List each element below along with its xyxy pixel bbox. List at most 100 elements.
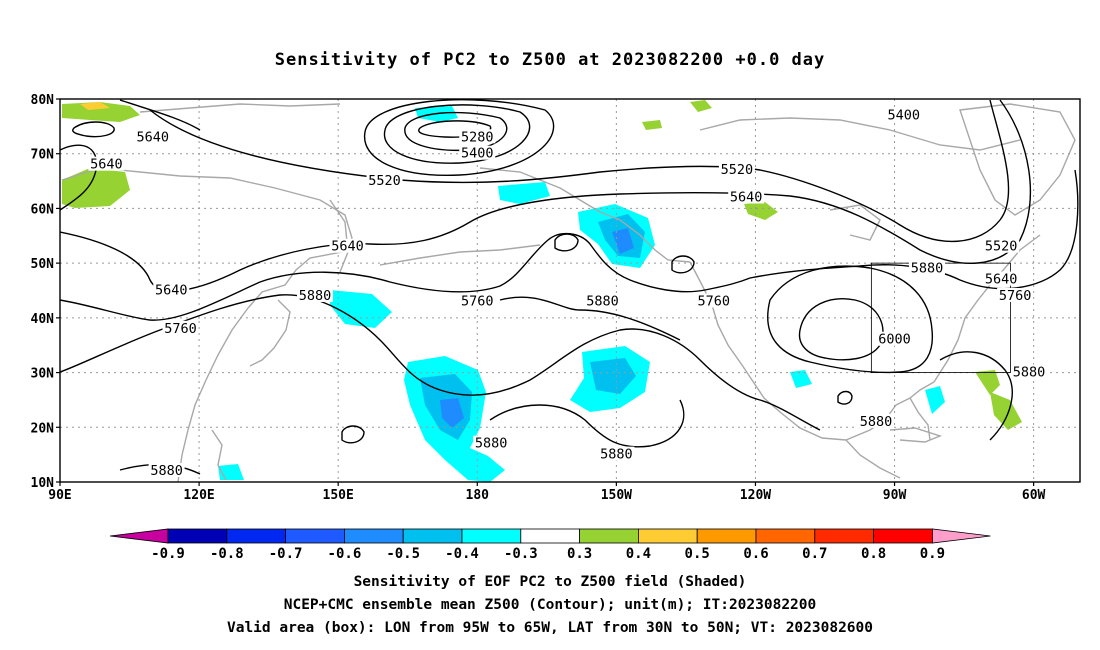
footer-line-3: Valid area (box): LON from 95W to 65W, L… <box>226 620 873 636</box>
positive-patch <box>744 202 778 220</box>
contour-label: 5880 <box>1011 364 1047 381</box>
contour-label-bg <box>695 293 732 308</box>
contour-label: 5880 <box>473 435 510 452</box>
contour-label-bg <box>134 129 171 144</box>
contour-label: 5640 <box>88 156 125 173</box>
coastline-aleutians <box>379 244 541 266</box>
contour-label: 5640 <box>153 282 190 299</box>
colorbar-label: -0.7 <box>269 546 303 562</box>
contour-label-bg <box>997 287 1034 302</box>
contour-label: 5880 <box>909 260 945 277</box>
colorbar-low-triangle <box>109 528 169 544</box>
positive-patch <box>975 370 1000 395</box>
contour-5640-mid <box>60 99 1032 292</box>
lat-tick-label: 40N <box>31 312 55 327</box>
coastline-cuba <box>889 427 943 443</box>
contour-label-text: 5640 <box>730 189 763 205</box>
colorbar-label: 0.7 <box>802 546 827 562</box>
contour-label-text: 5640 <box>136 129 169 145</box>
colorbar-label: -0.9 <box>151 546 185 562</box>
contour-label-bg <box>728 189 765 204</box>
contour-label: 5520 <box>366 173 403 189</box>
positive-patch <box>62 168 130 208</box>
contour-label-text: 5880 <box>586 293 619 309</box>
contour-label: 5760 <box>162 320 199 337</box>
contour-label: 5760 <box>997 287 1034 304</box>
contour-label-bg <box>584 293 621 308</box>
contour-5880-high <box>767 265 934 374</box>
lat-tick-label: 30N <box>31 367 55 382</box>
coastline-philippines <box>211 429 227 481</box>
contour-label-text: 5880 <box>150 463 183 479</box>
lon-tick-label: 120W <box>740 488 771 503</box>
contour-label: 5880 <box>297 287 333 304</box>
contour-label-bg <box>1011 364 1047 379</box>
z500-contours <box>60 99 1079 475</box>
contour-label-text: 5760 <box>164 321 197 337</box>
lon-tick-label: 60W <box>1022 488 1046 503</box>
contour-label-text: 5880 <box>475 436 508 452</box>
negative-patch <box>925 386 945 414</box>
colorbar-swatch <box>285 528 345 544</box>
grid-lines <box>60 99 1080 482</box>
coastline-greenland <box>959 103 1076 216</box>
positive-patch <box>690 100 712 112</box>
colorbar-label: 0.5 <box>685 546 710 562</box>
contour-label: 5760 <box>695 293 732 309</box>
footer-line-1: Sensitivity of EOF PC2 to Z500 field (Sh… <box>353 574 747 590</box>
lon-tick-label: 150W <box>601 488 632 503</box>
positive-patch <box>642 120 662 130</box>
contour-small-ring-2 <box>671 255 695 274</box>
colorbar-label: -0.5 <box>386 546 420 562</box>
contour-label-text: 5880 <box>911 261 944 277</box>
contour-label-bg <box>876 331 913 346</box>
colorbar-swatch <box>167 528 228 544</box>
coastline-kamchatka <box>329 199 349 273</box>
contour-label-bg <box>983 238 1020 253</box>
coastlines <box>61 103 1076 482</box>
colorbar-label: 0.3 <box>567 546 592 562</box>
contour-label: 5760 <box>459 293 496 309</box>
contour-5760 <box>60 169 1079 321</box>
colorbar-label: -0.6 <box>328 546 362 562</box>
coastline-na-east <box>933 234 1041 383</box>
contour-5880-east <box>939 351 1013 441</box>
contour-label-bg <box>598 446 635 461</box>
coastline-asia <box>61 167 353 482</box>
contour-label-bg <box>983 271 1020 286</box>
contour-label-bg <box>718 162 755 177</box>
colorbar-swatch <box>755 528 816 544</box>
coastline-arctic-asia <box>139 103 341 113</box>
contour-label-bg <box>885 107 922 122</box>
colorbar-swatch <box>520 528 580 544</box>
contour-label-text: 5400 <box>888 107 921 123</box>
sensitivity-shading <box>62 100 1022 482</box>
contour-label-bg <box>473 435 510 450</box>
colorbar: -0.9 -0.8 -0.7 -0.6 -0.5 -0.4 -0.3 0.3 0.4 0.5 0.6… <box>109 528 991 562</box>
negative-patch <box>612 228 634 254</box>
contour-label-text: 5760 <box>461 293 494 309</box>
contour-6000 <box>798 298 884 361</box>
contour-label: 5640 <box>329 238 366 255</box>
lat-tick-label: 10N <box>31 476 55 491</box>
lat-tick-label: 20N <box>31 421 55 436</box>
contour-small-ring-4 <box>837 390 853 405</box>
contour-5400-c <box>363 99 555 177</box>
lon-tick-label: 120E <box>183 488 214 503</box>
contour-label-bg <box>459 293 496 308</box>
colorbar-swatch <box>579 528 639 544</box>
colorbar-swatch <box>696 528 757 544</box>
positive-patch <box>80 102 110 110</box>
colorbar-high-triangle <box>932 528 991 544</box>
contour-5880-b <box>499 296 681 341</box>
colorbar-swatch <box>402 528 463 544</box>
contour-label: 5400 <box>885 107 922 123</box>
contour-label-text: 5640 <box>90 157 123 173</box>
contour-label-text: 5400 <box>461 146 494 162</box>
contour-label-text: 5520 <box>368 173 401 189</box>
contour-5640-low-left <box>72 121 115 138</box>
contour-label: 5640 <box>134 129 171 145</box>
negative-patch <box>498 182 550 204</box>
contour-label: 5880 <box>598 446 635 463</box>
colorbar-swatch <box>226 528 287 544</box>
